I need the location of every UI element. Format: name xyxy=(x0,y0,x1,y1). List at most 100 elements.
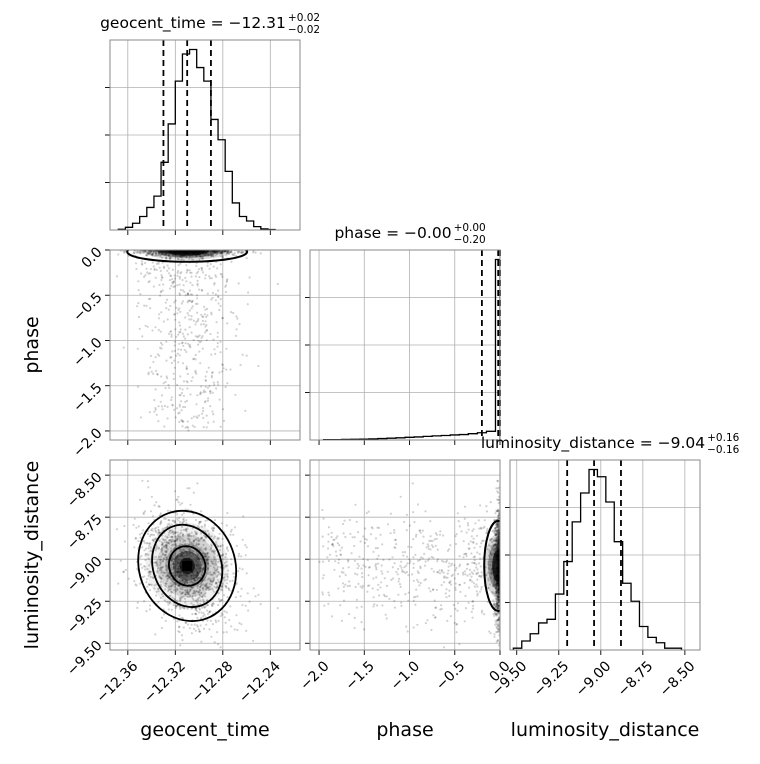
sample-point xyxy=(190,623,193,626)
sample-point xyxy=(204,251,208,254)
sample-point xyxy=(361,575,364,579)
sample-point xyxy=(412,566,415,570)
sample-point xyxy=(221,408,225,411)
sample-point xyxy=(147,281,150,284)
sample-point xyxy=(230,251,233,254)
sample-point xyxy=(206,250,209,253)
sample-point xyxy=(170,256,173,259)
sample-point xyxy=(155,252,158,255)
sample-point xyxy=(162,250,165,253)
sample-point xyxy=(497,604,500,607)
sample-point xyxy=(496,534,499,537)
sample-point xyxy=(497,593,500,597)
sample-point xyxy=(242,250,245,254)
sample-point xyxy=(160,256,163,259)
sample-point xyxy=(196,572,199,575)
sample-point xyxy=(221,589,224,592)
sample-point xyxy=(210,550,214,553)
sample-point xyxy=(159,558,162,561)
sample-point xyxy=(199,255,202,258)
sample-point xyxy=(168,529,171,532)
sample-point xyxy=(496,599,499,602)
sample-point xyxy=(192,574,195,577)
sample-point xyxy=(159,583,162,586)
sample-point xyxy=(230,260,233,263)
sample-point xyxy=(497,598,500,601)
sample-point xyxy=(165,340,168,343)
sample-point xyxy=(173,301,176,304)
sample-point xyxy=(219,545,222,548)
sample-point xyxy=(496,619,499,623)
sample-point xyxy=(186,333,189,336)
sample-point xyxy=(422,542,425,545)
sample-point xyxy=(182,626,185,629)
sample-point xyxy=(455,623,458,626)
sample-point xyxy=(497,584,500,588)
sample-point xyxy=(488,549,491,552)
sample-point xyxy=(206,250,209,253)
sample-point xyxy=(157,529,160,532)
sample-point xyxy=(224,584,227,588)
sample-point xyxy=(198,255,201,258)
sample-point xyxy=(480,611,483,614)
sample-point xyxy=(189,256,192,259)
sample-point xyxy=(173,540,176,543)
sample-point xyxy=(321,535,324,538)
sample-point xyxy=(494,612,497,616)
sample-point xyxy=(161,343,164,346)
sample-point xyxy=(483,613,486,616)
sample-point xyxy=(157,253,160,257)
sample-point xyxy=(179,644,182,647)
sample-point xyxy=(375,566,378,569)
sample-point xyxy=(186,589,189,592)
sample-point xyxy=(199,567,202,570)
sample-point xyxy=(495,612,498,615)
sample-point xyxy=(190,577,193,580)
sample-point xyxy=(497,530,500,534)
sample-point xyxy=(495,532,498,536)
sample-point xyxy=(401,570,404,573)
contour-line-0 xyxy=(137,509,238,622)
sample-point xyxy=(259,252,262,255)
sample-point xyxy=(202,391,205,394)
sample-point xyxy=(197,564,200,567)
sample-point xyxy=(442,646,446,649)
sample-point xyxy=(162,558,165,561)
sample-point xyxy=(200,611,203,614)
sample-point xyxy=(164,584,167,587)
sample-point xyxy=(216,574,219,577)
sample-point xyxy=(214,582,217,585)
sample-point xyxy=(226,582,229,585)
sample-point xyxy=(408,524,411,527)
sample-point xyxy=(442,576,446,579)
sample-point xyxy=(211,604,214,608)
contour-outer xyxy=(483,519,500,612)
sample-point xyxy=(158,531,161,534)
sample-point xyxy=(376,546,379,550)
sample-point xyxy=(171,519,174,522)
sample-point xyxy=(458,583,462,586)
sample-point xyxy=(201,587,204,590)
sample-point xyxy=(490,569,493,572)
sample-point xyxy=(165,540,168,543)
sample-point xyxy=(180,531,183,534)
sample-point xyxy=(143,250,146,253)
sample-point xyxy=(468,568,472,572)
sample-point xyxy=(201,606,204,609)
sample-point xyxy=(151,529,154,532)
sample-point xyxy=(171,350,174,353)
sample-point xyxy=(150,250,153,253)
sample-point xyxy=(200,269,203,272)
sample-point xyxy=(494,537,497,540)
sample-point xyxy=(468,586,471,589)
sample-point xyxy=(218,532,221,536)
sample-point xyxy=(494,613,497,616)
sample-point xyxy=(445,561,448,564)
sample-point xyxy=(160,616,164,619)
sample-point xyxy=(141,546,144,549)
sample-point xyxy=(494,582,497,585)
sample-point xyxy=(210,277,213,280)
sample-point xyxy=(449,580,452,583)
sample-point xyxy=(486,529,489,533)
sample-point xyxy=(214,274,217,277)
